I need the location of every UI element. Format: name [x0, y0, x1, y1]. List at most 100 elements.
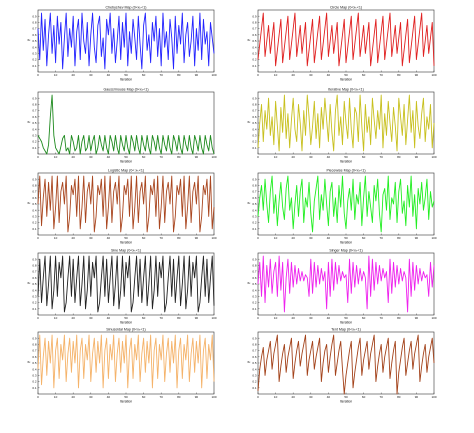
x-tick-label: 0: [257, 236, 259, 240]
y-axis-label: xₖ: [247, 360, 251, 364]
x-tick-label: 90: [195, 316, 199, 320]
panel-title: Logistic Map (0< xₖ<1): [108, 169, 144, 173]
x-tick-label: 90: [415, 316, 419, 320]
x-tick-label: 90: [195, 395, 199, 399]
x-tick-label: 100: [431, 155, 436, 159]
y-tick-label: 0.5: [252, 361, 257, 365]
x-tick-label: 80: [177, 395, 181, 399]
x-axis-label: Iteration: [340, 400, 352, 404]
y-tick-label: 0.1: [252, 227, 257, 231]
y-tick-label: 0.3: [252, 134, 257, 138]
chart-panel-4: Iterative Map (0<xₖ<1) 0.1 0.2 0.3 0.4 0.5 0.6…: [247, 88, 436, 164]
x-tick-label: 100: [431, 316, 436, 320]
y-tick-label: 0.6: [252, 276, 257, 280]
x-tick-label: 80: [177, 236, 181, 240]
x-tick-label: 50: [344, 395, 348, 399]
y-tick-label: 0.8: [32, 21, 37, 25]
x-tick-label: 80: [397, 236, 401, 240]
x-tick-label: 90: [415, 73, 419, 77]
x-tick-label: 50: [124, 316, 128, 320]
y-tick-label: 0.5: [252, 202, 257, 206]
y-tick-label: 0.1: [252, 386, 257, 390]
x-tick-label: 10: [54, 73, 58, 77]
y-tick-label: 0.2: [32, 380, 37, 384]
x-axis-label: Iteration: [120, 321, 132, 325]
x-tick-label: 0: [37, 236, 39, 240]
x-tick-label: 10: [54, 155, 58, 159]
y-tick-label: 0.2: [32, 221, 37, 225]
y-tick-label: 0.2: [32, 58, 37, 62]
chart-panel-1: Chebyshev Map (0<xₖ<1) 0.1 0.2 0.3 0.4 0.5 0.6…: [27, 6, 216, 82]
x-tick-label: 30: [89, 155, 93, 159]
y-tick-label: 0.9: [252, 96, 257, 100]
y-tick-label: 0.1: [252, 146, 257, 150]
y-tick-label: 0.9: [252, 336, 257, 340]
x-tick-label: 20: [292, 73, 296, 77]
x-tick-label: 60: [142, 395, 146, 399]
x-tick-label: 30: [89, 236, 93, 240]
x-tick-label: 40: [327, 155, 331, 159]
y-tick-label: 0.3: [32, 134, 37, 138]
x-tick-label: 20: [72, 236, 76, 240]
y-tick-label: 0.7: [32, 190, 37, 194]
y-tick-label: 0.7: [252, 349, 257, 353]
x-tick-label: 100: [431, 236, 436, 240]
y-tick-label: 0.5: [252, 121, 257, 125]
x-tick-label: 70: [380, 236, 384, 240]
panel-title: Sinusoidal Map (0<xₖ<1): [106, 328, 146, 332]
series-line: [37, 334, 215, 389]
x-tick-label: 70: [160, 316, 164, 320]
y-tick-label: 0.8: [32, 103, 37, 107]
y-tick-label: 0.7: [32, 270, 37, 274]
x-tick-label: 50: [124, 155, 128, 159]
x-tick-label: 70: [160, 73, 164, 77]
y-tick-label: 0.2: [252, 301, 257, 305]
y-tick-label: 0.4: [252, 45, 257, 49]
y-tick-label: 0.1: [32, 386, 37, 390]
x-tick-label: 0: [257, 155, 259, 159]
y-tick-label: 0.8: [252, 264, 257, 268]
panel-title: Chebyshev Map (0<xₖ<1): [106, 6, 147, 10]
y-tick-label: 0.4: [32, 127, 37, 131]
x-tick-label: 30: [309, 73, 313, 77]
y-axis-label: xₖ: [247, 201, 251, 205]
chart-panel-10: Tent Map (0<xₖ<1) 0.1 0.2 0.3 0.4 0.5 0.6 0.7 0.…: [247, 328, 436, 404]
y-tick-label: 0.2: [32, 301, 37, 305]
x-tick-label: 50: [124, 395, 128, 399]
y-tick-label: 0.1: [252, 64, 257, 68]
x-tick-label: 40: [327, 316, 331, 320]
x-axis-label: Iteration: [340, 160, 352, 164]
y-tick-label: 0.7: [252, 109, 257, 113]
y-tick-label: 0.8: [252, 21, 257, 25]
x-tick-label: 60: [142, 155, 146, 159]
y-axis-label: xₖ: [27, 120, 31, 124]
y-tick-label: 0.7: [252, 190, 257, 194]
y-tick-label: 0.2: [252, 380, 257, 384]
y-tick-label: 0.1: [32, 64, 37, 68]
y-tick-label: 0.9: [32, 336, 37, 340]
y-axis-label: xₖ: [27, 38, 31, 42]
x-tick-label: 60: [362, 155, 366, 159]
y-tick-label: 0.6: [32, 196, 37, 200]
y-tick-label: 0.6: [252, 33, 257, 37]
x-tick-label: 80: [397, 316, 401, 320]
x-tick-label: 30: [309, 316, 313, 320]
x-tick-label: 70: [380, 73, 384, 77]
x-axis-label: Iteration: [120, 160, 132, 164]
x-tick-label: 0: [37, 73, 39, 77]
chart-panel-9: Sinusoidal Map (0<xₖ<1) 0.1 0.2 0.3 0.4 0.5 0.…: [27, 328, 216, 404]
y-tick-label: 0.2: [252, 140, 257, 144]
x-tick-label: 0: [37, 316, 39, 320]
y-tick-label: 0.3: [32, 215, 37, 219]
y-tick-label: 0.9: [32, 257, 37, 261]
x-tick-label: 10: [54, 236, 58, 240]
x-axis-label: Iteration: [120, 400, 132, 404]
chart-panel-2: Circle Map (0<xₖ<1) 0.1 0.2 0.3 0.4 0.5 0.6 0.7…: [247, 6, 436, 82]
x-tick-label: 30: [309, 155, 313, 159]
x-tick-label: 60: [142, 316, 146, 320]
y-tick-label: 0.3: [32, 52, 37, 56]
y-tick-label: 0.4: [32, 288, 37, 292]
y-tick-label: 0.4: [252, 367, 257, 371]
y-tick-label: 0.6: [252, 196, 257, 200]
y-tick-label: 0.8: [252, 184, 257, 188]
